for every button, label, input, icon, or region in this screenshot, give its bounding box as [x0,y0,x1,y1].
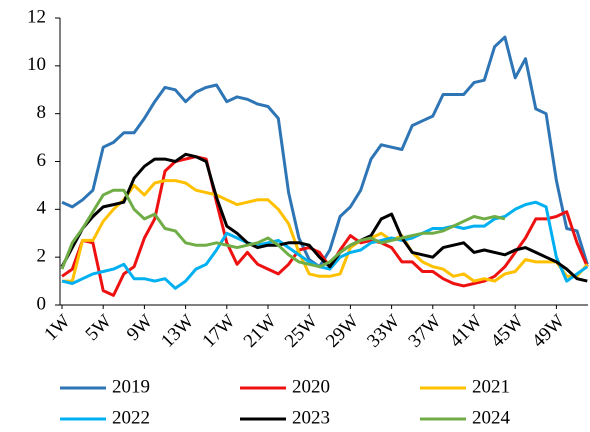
x-tick-label: 9W [123,311,157,345]
y-tick-label: 6 [37,150,47,171]
y-tick-label: 8 [37,102,47,123]
x-tick-label: 49W [528,311,569,352]
x-tick-label: 21W [240,311,281,352]
legend-label: 2020 [292,376,330,397]
x-tick-label: 17W [198,311,239,352]
series-line [61,155,589,297]
x-tick-label: 5W [82,311,116,345]
y-tick-label: 0 [37,293,47,314]
series-line [62,179,589,283]
series-line [60,188,506,270]
series-line [60,152,588,283]
legend-label: 2019 [112,376,150,397]
y-tick-label: 4 [37,198,47,219]
legend-label: 2022 [112,407,150,428]
x-tick-label: 45W [487,311,528,352]
x-tick-label: 25W [281,311,322,352]
x-tick-label: 41W [446,311,487,352]
x-tick-label: 33W [363,311,404,352]
x-tick-label: 37W [404,311,445,352]
x-tick-label: 29W [322,311,363,352]
legend-label: 2023 [292,407,330,428]
y-tick-label: 2 [37,246,47,267]
legend-label: 2021 [472,376,510,397]
y-tick-label: 10 [27,54,46,75]
series-line [61,35,589,269]
legend-label: 2024 [472,407,511,428]
x-tick-label: 13W [157,311,198,352]
x-tick-label: 1W [40,311,74,345]
y-tick-label: 12 [27,6,46,27]
